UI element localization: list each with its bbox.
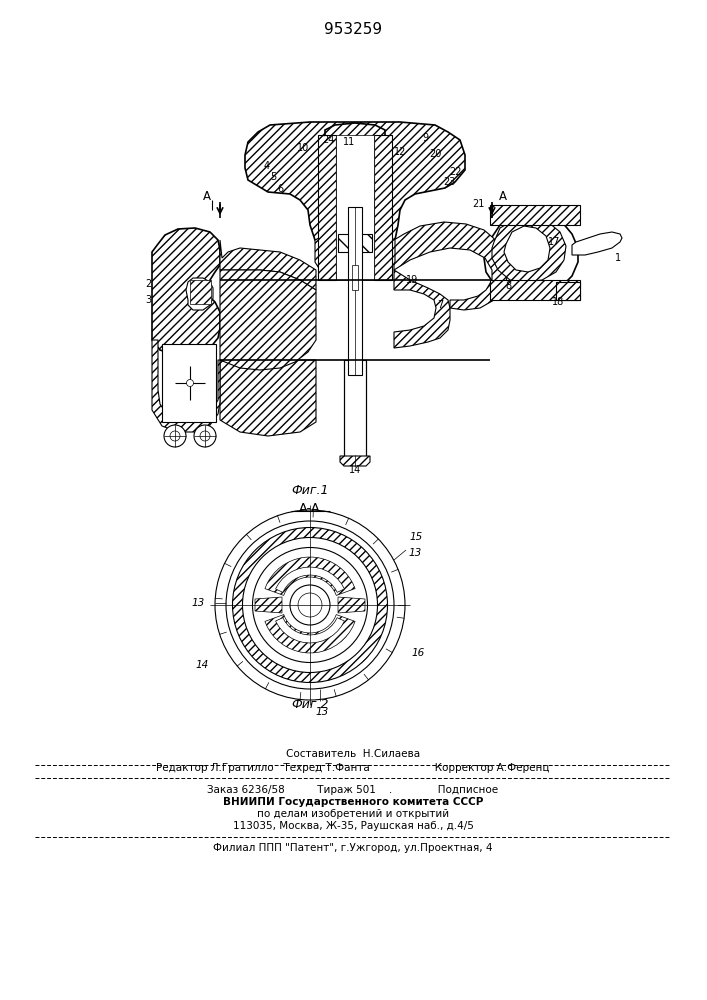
Bar: [348, 207, 362, 375]
Text: 18: 18: [552, 297, 564, 307]
Text: Редактор Л.Гратилло   Техред Т.Фанта                    Корректор А.Ференц: Редактор Л.Гратилло Техред Т.Фанта Корре…: [156, 763, 550, 773]
Polygon shape: [220, 270, 316, 370]
Polygon shape: [152, 340, 220, 432]
Text: 1: 1: [615, 253, 621, 263]
Text: 23: 23: [443, 177, 455, 187]
Polygon shape: [186, 278, 213, 310]
Polygon shape: [245, 122, 465, 242]
Text: 22: 22: [450, 167, 462, 177]
Text: 16: 16: [411, 648, 425, 658]
Text: ВНИИПИ Государственного комитета СССР: ВНИИПИ Государственного комитета СССР: [223, 797, 483, 807]
Bar: [338, 234, 372, 252]
Polygon shape: [265, 557, 355, 595]
Text: 113035, Москва, Ж-35, Раушская наб., д.4/5: 113035, Москва, Ж-35, Раушская наб., д.4…: [233, 821, 474, 831]
Polygon shape: [340, 456, 370, 466]
Text: 24: 24: [322, 135, 334, 145]
Ellipse shape: [215, 510, 405, 700]
Text: 14: 14: [195, 660, 209, 670]
Bar: [374, 135, 392, 280]
Polygon shape: [220, 240, 316, 290]
Polygon shape: [276, 567, 344, 592]
Polygon shape: [315, 233, 395, 279]
Polygon shape: [265, 615, 355, 653]
Circle shape: [200, 431, 210, 441]
Ellipse shape: [243, 538, 378, 672]
Text: 13: 13: [315, 707, 329, 717]
Text: 953259: 953259: [324, 22, 382, 37]
Polygon shape: [220, 360, 316, 436]
Polygon shape: [190, 280, 211, 304]
Polygon shape: [255, 597, 282, 613]
Text: 17: 17: [548, 237, 560, 247]
Text: 10: 10: [297, 143, 309, 153]
Circle shape: [170, 431, 180, 441]
Bar: [556, 282, 580, 300]
Text: 13: 13: [192, 598, 204, 608]
Text: Заказ 6236/58          Тираж 501    .              Подписное: Заказ 6236/58 Тираж 501 . Подписное: [207, 785, 498, 795]
Polygon shape: [338, 597, 365, 613]
Circle shape: [298, 593, 322, 617]
Text: 2: 2: [145, 279, 151, 289]
Text: Составитель  Н.Силаева: Составитель Н.Силаева: [286, 749, 420, 759]
Bar: [318, 135, 336, 280]
Bar: [162, 344, 216, 422]
Text: 20: 20: [429, 149, 441, 159]
Polygon shape: [572, 232, 622, 255]
Polygon shape: [492, 218, 566, 282]
Circle shape: [187, 379, 194, 386]
Polygon shape: [152, 228, 220, 355]
Text: 21: 21: [472, 199, 484, 209]
Polygon shape: [394, 270, 450, 348]
Circle shape: [194, 425, 216, 447]
Text: А: А: [499, 190, 507, 202]
Polygon shape: [484, 213, 578, 295]
Bar: [490, 205, 580, 225]
Ellipse shape: [252, 548, 368, 662]
Text: 11: 11: [343, 137, 355, 147]
Bar: [352, 265, 358, 290]
Text: 9: 9: [422, 133, 428, 143]
Bar: [344, 360, 366, 460]
Text: Филиал ППП "Патент", г.Ужгород, ул.Проектная, 4: Филиал ППП "Патент", г.Ужгород, ул.Проек…: [214, 843, 493, 853]
Text: 5: 5: [270, 172, 276, 182]
Text: 4: 4: [264, 161, 270, 171]
Text: Фиг.1: Фиг.1: [291, 484, 329, 496]
Text: Фиг.2: Фиг.2: [291, 698, 329, 712]
Text: 12: 12: [394, 147, 407, 157]
Polygon shape: [394, 222, 508, 310]
Text: 8: 8: [505, 281, 511, 291]
Polygon shape: [325, 123, 385, 169]
Text: 3: 3: [145, 295, 151, 305]
Text: 13: 13: [409, 548, 421, 558]
Text: А: А: [203, 190, 211, 202]
Circle shape: [290, 585, 330, 625]
Bar: [490, 280, 580, 300]
Polygon shape: [276, 618, 344, 643]
Polygon shape: [504, 226, 550, 272]
Text: 6: 6: [277, 184, 283, 194]
Circle shape: [164, 425, 186, 447]
Text: по делам изобретений и открытий: по делам изобретений и открытий: [257, 809, 449, 819]
Ellipse shape: [233, 528, 387, 682]
Bar: [336, 135, 374, 280]
Text: 14: 14: [349, 465, 361, 475]
Text: А-А: А-А: [299, 502, 321, 514]
Text: 15: 15: [409, 532, 423, 542]
Text: 19: 19: [406, 275, 418, 285]
Text: 7: 7: [437, 300, 443, 310]
Ellipse shape: [226, 521, 394, 689]
